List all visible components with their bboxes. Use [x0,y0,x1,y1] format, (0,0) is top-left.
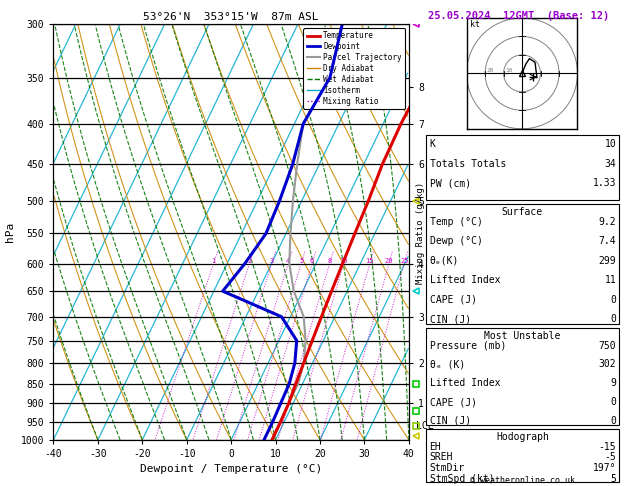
Text: 10: 10 [340,258,348,263]
Text: 9: 9 [611,378,616,388]
Text: 20: 20 [385,258,393,263]
Text: 1: 1 [211,258,216,263]
Text: StmDir: StmDir [430,463,465,473]
Text: 750: 750 [599,341,616,351]
Text: Lifted Index: Lifted Index [430,276,500,285]
Text: LCL: LCL [416,421,433,431]
Text: 11: 11 [604,276,616,285]
Text: 0: 0 [611,295,616,305]
Text: Lifted Index: Lifted Index [430,378,500,388]
Text: 25: 25 [400,258,408,263]
Text: 7.4: 7.4 [599,236,616,246]
Text: Hodograph: Hodograph [496,432,549,442]
Text: Surface: Surface [502,207,543,217]
Text: 25.05.2024  12GMT  (Base: 12): 25.05.2024 12GMT (Base: 12) [428,11,609,21]
Text: 2: 2 [247,258,252,263]
Text: Mixing Ratio (g/kg): Mixing Ratio (g/kg) [416,182,425,284]
Text: 15: 15 [365,258,374,263]
Text: 6: 6 [310,258,314,263]
Text: Totals Totals: Totals Totals [430,159,506,169]
Text: 10: 10 [506,68,513,72]
Text: 9.2: 9.2 [599,217,616,227]
Text: 5: 5 [611,474,616,484]
Text: CAPE (J): CAPE (J) [430,397,477,407]
Text: Most Unstable: Most Unstable [484,331,560,341]
Text: 302: 302 [599,360,616,369]
Text: 197°: 197° [593,463,616,473]
Text: SREH: SREH [430,452,453,462]
Text: © weatheronline.co.uk: © weatheronline.co.uk [470,475,575,485]
Text: 4: 4 [286,258,290,263]
Text: Dewp (°C): Dewp (°C) [430,236,482,246]
Text: 0: 0 [611,416,616,426]
Title: 53°26'N  353°15'W  87m ASL: 53°26'N 353°15'W 87m ASL [143,12,319,22]
Text: kt: kt [470,20,481,29]
Y-axis label: km
ASL: km ASL [426,223,448,241]
Text: CIN (J): CIN (J) [430,416,470,426]
Text: EH: EH [430,442,442,452]
Text: StmSpd (kt): StmSpd (kt) [430,474,494,484]
Text: 1.33: 1.33 [593,178,616,189]
Text: 5: 5 [299,258,303,263]
Text: Pressure (mb): Pressure (mb) [430,341,506,351]
Text: 0: 0 [611,314,616,324]
Text: 20: 20 [487,68,494,72]
Text: PW (cm): PW (cm) [430,178,470,189]
X-axis label: Dewpoint / Temperature (°C): Dewpoint / Temperature (°C) [140,465,322,474]
Text: 3: 3 [270,258,274,263]
Text: 34: 34 [604,159,616,169]
Text: K: K [430,139,435,149]
Text: CIN (J): CIN (J) [430,314,470,324]
Text: -5: -5 [604,452,616,462]
Text: Temp (°C): Temp (°C) [430,217,482,227]
Text: 10: 10 [604,139,616,149]
Text: CAPE (J): CAPE (J) [430,295,477,305]
Legend: Temperature, Dewpoint, Parcel Trajectory, Dry Adiabat, Wet Adiabat, Isotherm, Mi: Temperature, Dewpoint, Parcel Trajectory… [303,28,405,109]
Text: -15: -15 [599,442,616,452]
Text: 8: 8 [328,258,331,263]
Text: θₑ (K): θₑ (K) [430,360,465,369]
Text: 299: 299 [599,256,616,266]
Y-axis label: hPa: hPa [6,222,15,242]
Text: θₑ(K): θₑ(K) [430,256,459,266]
Text: 0: 0 [611,397,616,407]
